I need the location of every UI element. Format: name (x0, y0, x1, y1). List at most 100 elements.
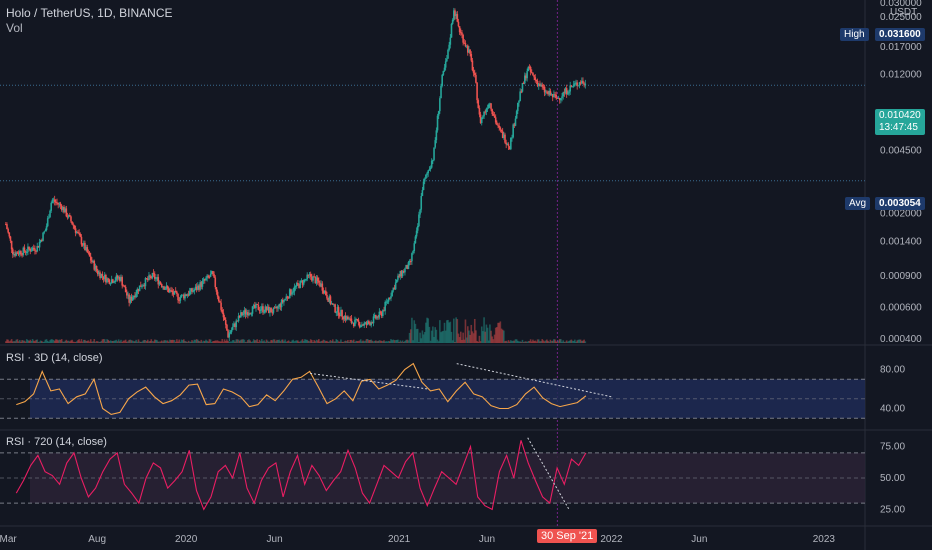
candle-body (525, 75, 527, 79)
candle-body (497, 124, 499, 126)
volume-bar (212, 341, 214, 343)
candle-body (71, 221, 73, 225)
volume-bar (198, 340, 200, 343)
volume-bar (539, 341, 541, 343)
high-tag: High (840, 28, 869, 41)
candle-body (433, 147, 435, 160)
volume-bar (477, 341, 480, 343)
volume-bar (336, 339, 339, 343)
volume-bar (301, 339, 304, 343)
volume-bar (400, 341, 403, 343)
volume-bar (439, 320, 441, 343)
volume-bar (419, 332, 421, 343)
candle-body (432, 159, 434, 161)
volume-bar (164, 340, 167, 343)
volume-bar (126, 341, 128, 343)
volume-bar (337, 341, 340, 343)
candle-body (140, 285, 142, 287)
volume-bar (521, 339, 524, 343)
candle-body (214, 277, 217, 288)
volume-bar (162, 341, 164, 343)
volume-bar (372, 341, 375, 343)
candle-body (469, 49, 471, 54)
volume-bar (169, 339, 171, 343)
candle-body (496, 122, 498, 125)
volume-bar (137, 339, 140, 343)
volume-bar (101, 339, 104, 343)
candle-body (350, 318, 353, 323)
volume-bar (217, 341, 220, 343)
candle-body (528, 66, 531, 68)
candle-body (466, 45, 469, 53)
volume-bar (277, 340, 279, 343)
volume-bar (407, 340, 410, 343)
volume-bar (342, 341, 345, 343)
volume-bar (369, 339, 371, 343)
candle-body (277, 306, 279, 309)
volume-bar (202, 340, 205, 343)
candle-body (112, 279, 114, 283)
volume-bar (148, 341, 150, 343)
candle-body (447, 49, 449, 59)
volume-bar (333, 341, 335, 343)
candle-body (397, 275, 399, 280)
candle-body (557, 97, 560, 99)
price-tick-label: 0.000600 (880, 302, 922, 313)
rsi-3d-title: RSI · 3D (14, close) (6, 352, 103, 364)
candle-body (413, 243, 416, 252)
candle-body (73, 225, 76, 229)
volume-bar (199, 341, 201, 343)
candle-body (478, 108, 481, 115)
candle-body (284, 298, 286, 301)
volume-bar (20, 341, 22, 343)
volume-bar (94, 341, 97, 343)
volume-bar (489, 324, 491, 343)
volume-bar (506, 341, 509, 343)
volume-bar (468, 330, 470, 343)
volume-bar (411, 317, 413, 343)
volume-bar (166, 340, 169, 343)
volume-bar (399, 340, 402, 343)
candle-body (41, 239, 43, 241)
candle-body (460, 32, 462, 34)
candle-body (526, 71, 528, 79)
candle-body (7, 229, 9, 233)
candle-body (575, 82, 577, 84)
candle-body (567, 93, 569, 95)
volume-bar (578, 339, 581, 343)
volume-bar (272, 339, 275, 343)
candle-body (407, 262, 410, 269)
volume-bar (279, 341, 282, 343)
volume-bar (10, 339, 13, 343)
volume-bar (371, 340, 374, 343)
candle-body (9, 236, 12, 241)
candle-body (570, 85, 573, 87)
candle-body (150, 276, 153, 279)
candle-body (429, 167, 432, 170)
volume-bar (575, 341, 577, 343)
candle-body (561, 96, 563, 99)
volume-bar (425, 322, 427, 343)
candle-body (307, 274, 310, 276)
candle-body (412, 251, 414, 254)
candle-body (518, 100, 520, 103)
volume-bar (67, 340, 70, 343)
candle-body (405, 265, 407, 269)
candle-body (294, 286, 297, 288)
candle-body (58, 203, 61, 205)
candle-body (126, 292, 128, 296)
volume-bar (294, 340, 297, 343)
volume-bar (515, 339, 518, 343)
candle-body (419, 209, 421, 215)
volume-bar (323, 340, 326, 343)
candle-body (517, 102, 519, 112)
candle-body (269, 307, 271, 313)
candle-body (60, 205, 63, 210)
candle-body (489, 103, 491, 105)
volume-bar (56, 339, 58, 343)
candle-body (385, 301, 388, 303)
candle-body (185, 294, 187, 296)
volume-bar (485, 324, 488, 343)
candle-body (183, 294, 185, 299)
